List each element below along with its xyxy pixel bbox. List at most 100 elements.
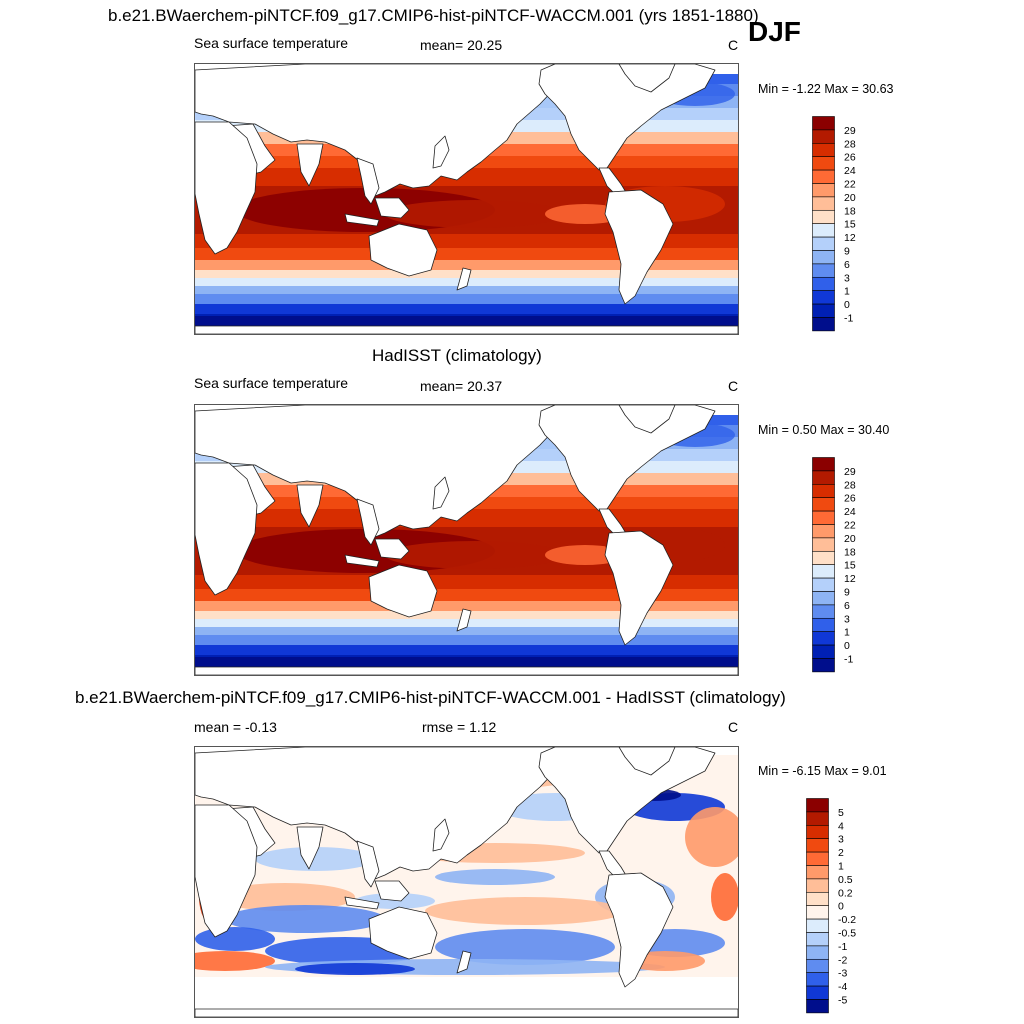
colorbar-swatch <box>806 999 829 1014</box>
colorbar-swatch <box>806 985 829 1000</box>
colorbar-swatch <box>806 811 829 826</box>
colorbar-tick-label: 12 <box>844 574 856 585</box>
colorbar-tick-label: -0.2 <box>838 915 856 926</box>
colorbar-swatch <box>812 129 835 144</box>
colorbar-tick-label: 18 <box>844 206 856 217</box>
colorbar-swatch <box>806 905 829 920</box>
colorbar-swatch <box>812 510 835 525</box>
colorbar-tick-label: 9 <box>844 246 850 257</box>
season-label: DJF <box>748 16 801 47</box>
colorbar-swatch <box>806 932 829 947</box>
colorbar-swatch <box>812 457 835 472</box>
colorbar-tick-label: -0.5 <box>838 928 856 939</box>
colorbar-tick-label: 0 <box>844 641 850 652</box>
colorbar-swatch <box>812 116 835 131</box>
colorbar-svg: 5 4 3 2 1 0.5 0.2 0 -0.2 -0.5 -1 -2 -3 -4 -5 <box>806 798 856 1014</box>
colorbar-tick-label: 29 <box>844 467 856 478</box>
colorbar-tick-label: 28 <box>844 480 856 491</box>
panel3-minmax: Min = -6.15 Max = 9.01 <box>758 764 887 778</box>
colorbar-tick-label: 6 <box>844 260 850 271</box>
colorbar-swatch <box>806 824 829 839</box>
colorbar-tick-label: 29 <box>844 126 856 137</box>
colorbar-swatch <box>806 798 829 813</box>
colorbar-tick-label: 0 <box>844 300 850 311</box>
colorbar-swatch <box>812 303 835 318</box>
colorbar-swatch <box>812 550 835 565</box>
colorbar-tick-label: 18 <box>844 547 856 558</box>
panel3-mean-label: mean = -0.13 <box>194 719 277 735</box>
continent-outlines <box>195 747 738 1017</box>
colorbar-tick-label: 12 <box>844 233 856 244</box>
colorbar-swatch <box>812 591 835 606</box>
colorbar-tick-label: -3 <box>838 969 847 980</box>
colorbar-tick-label: 1 <box>844 628 850 639</box>
colorbar-swatch <box>806 958 829 973</box>
colorbar-swatch <box>812 276 835 291</box>
colorbar-swatch <box>812 236 835 251</box>
colorbar-tick-label: 0 <box>838 902 844 913</box>
colorbar-swatch <box>812 196 835 211</box>
colorbar-swatch <box>812 156 835 171</box>
colorbar-tick-label: 1 <box>838 861 844 872</box>
colorbar-swatch <box>812 169 835 184</box>
colorbar-tick-label: 15 <box>844 561 856 572</box>
panel2-map <box>194 404 739 676</box>
colorbar-tick-label: 3 <box>838 835 844 846</box>
colorbar-tick-label: 24 <box>844 507 856 518</box>
panel3-map <box>194 746 739 1018</box>
panel3-title: b.e21.BWaerchem-piNTCF.f09_g17.CMIP6-his… <box>75 688 786 707</box>
panel1-minmax: Min = -1.22 Max = 30.63 <box>758 82 894 96</box>
colorbar-swatch <box>812 564 835 579</box>
colorbar-swatch <box>812 631 835 646</box>
colorbar-swatch <box>812 604 835 619</box>
colorbar-swatch <box>812 644 835 659</box>
panel2-mean-label: mean= 20.37 <box>420 378 503 394</box>
colorbar-swatch <box>812 577 835 592</box>
colorbar-svg: 29 28 26 24 22 20 18 15 12 9 6 3 1 0 -1 <box>812 116 856 332</box>
colorbar-tick-label: -2 <box>838 955 847 966</box>
panel2-variable-label: Sea surface temperature <box>194 375 349 391</box>
colorbar-swatch <box>812 470 835 485</box>
colorbar-tick-label: 2 <box>838 848 844 859</box>
colorbar-tick-label: 26 <box>844 153 856 164</box>
colorbar-svg: 29 28 26 24 22 20 18 15 12 9 6 3 1 0 -1 <box>812 457 856 673</box>
colorbar-swatch <box>806 972 829 987</box>
panel3-rmse-label: rmse = 1.12 <box>422 719 497 735</box>
colorbar-tick-label: 15 <box>844 220 856 231</box>
colorbar-swatch <box>806 838 829 853</box>
colorbar-swatch <box>806 891 829 906</box>
colorbar-swatch <box>806 945 829 960</box>
panel1-variable-label: Sea surface temperature <box>194 35 349 51</box>
colorbar-tick-label: 3 <box>844 273 850 284</box>
panel1-title: b.e21.BWaerchem-piNTCF.f09_g17.CMIP6-his… <box>108 6 759 25</box>
colorbar-tick-label: -4 <box>838 982 847 993</box>
colorbar-swatch <box>812 290 835 305</box>
colorbar-tick-label: 1 <box>844 287 850 298</box>
colorbar-swatch <box>812 617 835 632</box>
panel2-colorbar: 29 28 26 24 22 20 18 15 12 9 6 3 1 0 -1 <box>812 457 882 680</box>
colorbar-swatch <box>806 878 829 893</box>
colorbar-tick-label: 0.5 <box>838 875 853 886</box>
colorbar-tick-label: 20 <box>844 534 856 545</box>
colorbar-swatch <box>812 317 835 332</box>
colorbar-swatch <box>806 851 829 866</box>
colorbar-tick-label: 5 <box>838 808 844 819</box>
colorbar-swatch <box>812 250 835 265</box>
panel2-map-plot <box>195 405 738 675</box>
colorbar-swatch <box>812 524 835 539</box>
colorbar-tick-label: 9 <box>844 587 850 598</box>
continent-outlines <box>195 64 738 334</box>
panel1-mean-label: mean= 20.25 <box>420 37 503 53</box>
colorbar-swatch <box>812 223 835 238</box>
colorbar-swatch <box>812 263 835 278</box>
colorbar-swatch <box>812 497 835 512</box>
panel2-minmax: Min = 0.50 Max = 30.40 <box>758 423 890 437</box>
colorbar-tick-label: 3 <box>844 614 850 625</box>
colorbar-tick-label: 20 <box>844 193 856 204</box>
colorbar-tick-label: -1 <box>844 313 853 324</box>
panel1-units-label: C <box>728 37 739 53</box>
colorbar-swatch <box>812 483 835 498</box>
colorbar-swatch <box>812 209 835 224</box>
colorbar-swatch <box>812 142 835 157</box>
panel3-map-plot <box>195 747 738 1017</box>
